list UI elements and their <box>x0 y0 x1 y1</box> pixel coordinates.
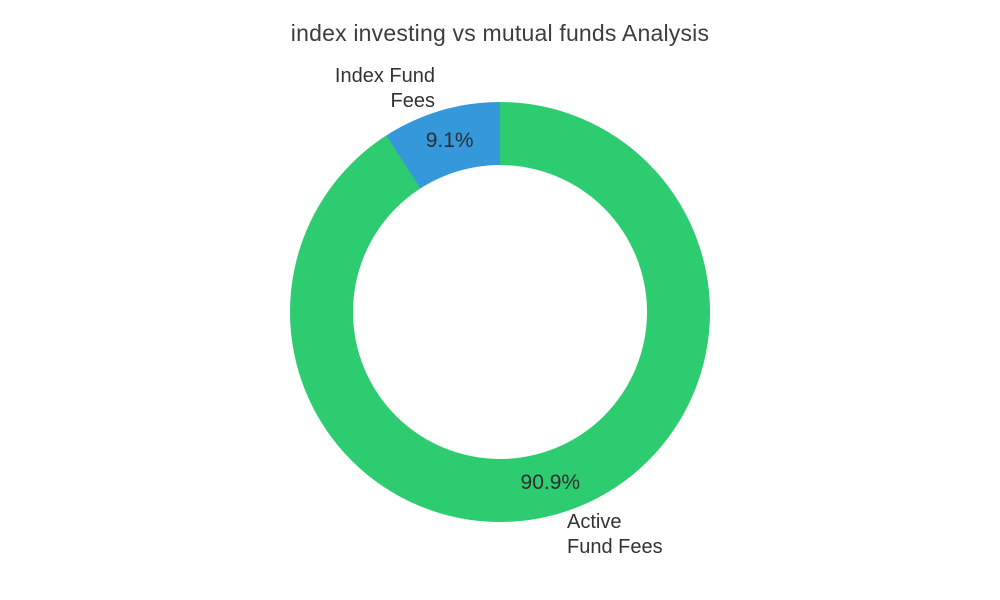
donut-chart <box>290 102 710 522</box>
slice-label-line: Active <box>567 511 622 533</box>
slice-label-line: Fees <box>390 90 435 112</box>
donut-hole <box>353 165 647 459</box>
slice-percent-label-active-fund-fees: 90.9% <box>520 471 581 495</box>
slice-label-index-fund-fees: Index Fund Fees <box>335 64 435 114</box>
slice-label-line: Index Fund <box>334 65 435 87</box>
slice-label-active-fund-fees: Active Fund Fees <box>567 510 663 560</box>
slice-percent-label-index-fund-fees: 9.1% <box>425 128 474 152</box>
slice-label-line: Fund Fees <box>567 536 663 558</box>
chart-title: index investing vs mutual funds Analysis <box>290 20 710 46</box>
